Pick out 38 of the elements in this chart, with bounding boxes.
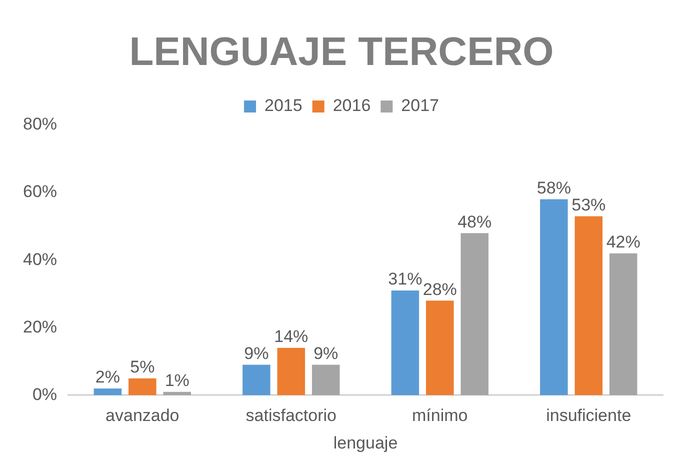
x-tick-label: insuficiente	[546, 406, 632, 426]
legend-label: 2015	[264, 96, 302, 116]
bar	[609, 253, 638, 396]
data-label: 1%	[164, 371, 190, 390]
y-tick-label: 20%	[22, 317, 58, 336]
bar	[312, 364, 340, 396]
bar	[128, 378, 156, 396]
bar	[94, 388, 122, 396]
bar	[540, 199, 568, 396]
data-label: 42%	[606, 232, 640, 252]
data-label: 14%	[274, 327, 308, 346]
bar	[426, 300, 454, 396]
legend-label: 2017	[401, 96, 439, 116]
bar	[574, 216, 603, 396]
data-label: 53%	[572, 195, 606, 214]
x-tick-label: satisfactorio	[246, 406, 336, 426]
bar	[242, 364, 270, 396]
data-label: 5%	[130, 358, 155, 376]
bar	[163, 392, 191, 396]
data-label: 9%	[314, 344, 338, 363]
bar	[277, 348, 306, 396]
y-tick-label: 80%	[22, 114, 58, 134]
data-label: 58%	[536, 178, 571, 198]
data-label: 28%	[422, 280, 457, 299]
y-tick-label: 0%	[32, 384, 58, 404]
x-tick-label: avanzado	[106, 406, 180, 426]
y-tick-label: 40%	[22, 250, 58, 269]
data-label: 31%	[388, 270, 422, 289]
bar	[460, 233, 488, 396]
y-tick-label: 60%	[22, 182, 58, 202]
legend-label: 2016	[332, 96, 371, 116]
data-label: 9%	[244, 344, 269, 363]
x-axis-title: lenguaje	[333, 433, 398, 452]
x-tick-label: mínimo	[412, 406, 468, 426]
bar	[391, 290, 420, 396]
data-label: 48%	[458, 212, 492, 232]
chart-title: LENGUAJE TERCERO	[129, 30, 554, 74]
data-label: 2%	[95, 368, 120, 387]
